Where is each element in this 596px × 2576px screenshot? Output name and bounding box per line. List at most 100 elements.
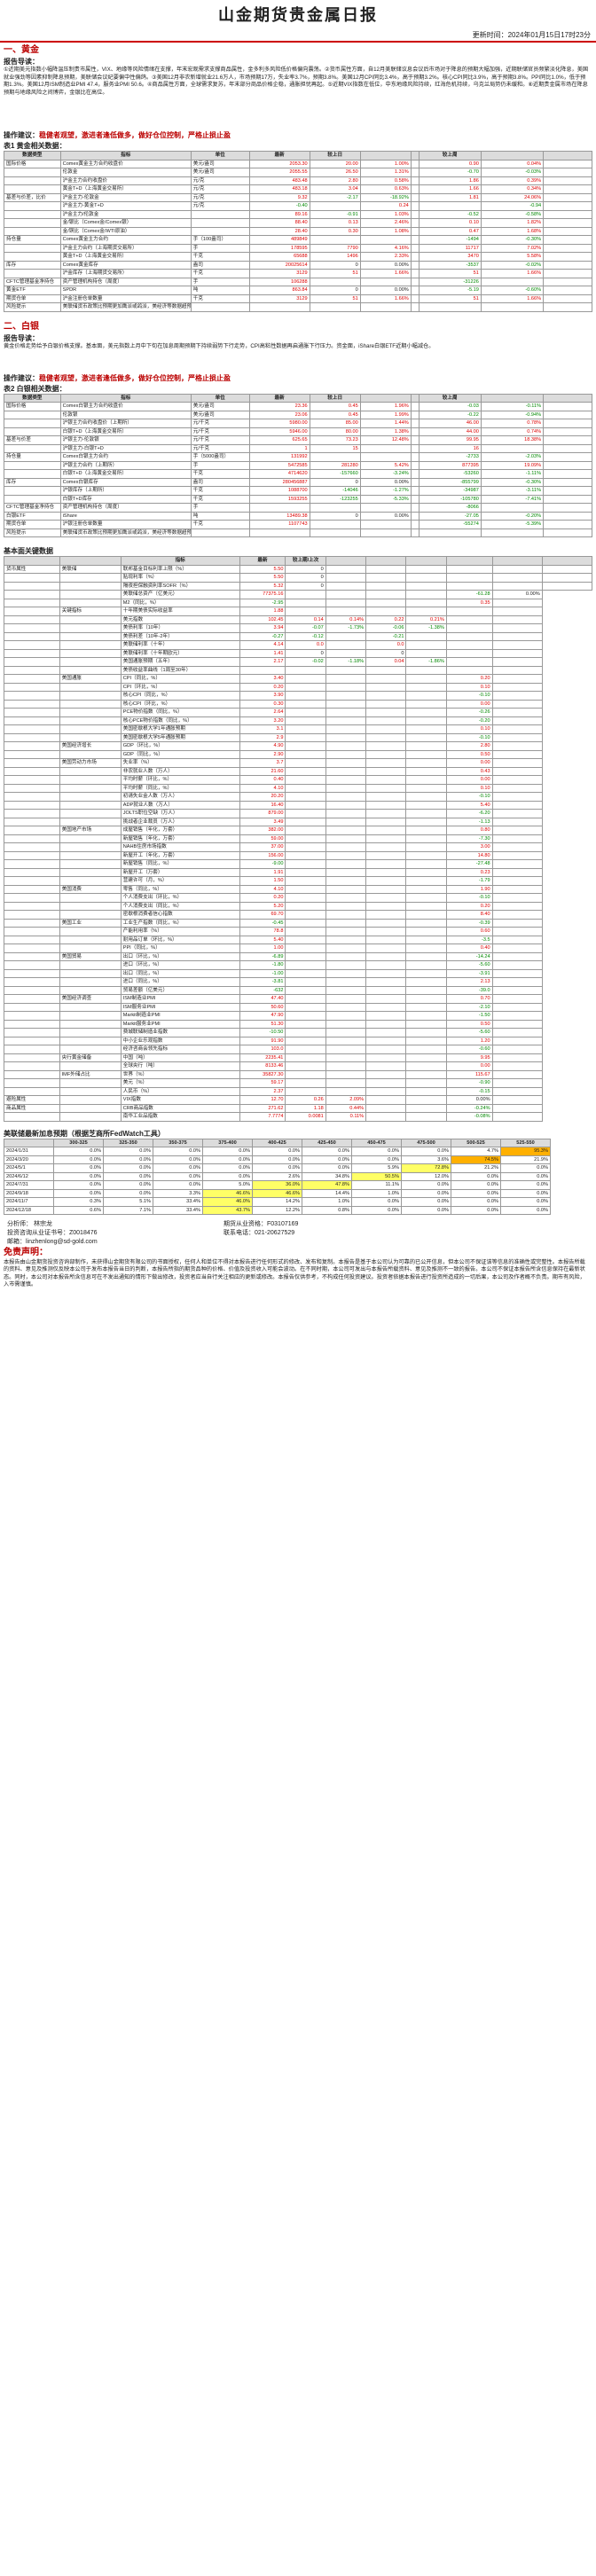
- silver-table: 数据类型 指标 单位 最新 较上日 较上周 国际价格 Comex白银主力合约收盘价 美元/盎司…: [4, 393, 592, 538]
- analyst-info: 分析师： 林宗龙 期货从业资格：F03107169 投资咨询从业证书号：Z001…: [7, 1221, 299, 1245]
- basic-cell: [365, 749, 407, 759]
- fed-cell: 4.7%: [451, 1147, 501, 1156]
- basic-cell: [491, 1002, 543, 1012]
- basic-cell: 59.00: [239, 834, 286, 843]
- basic-row: 美国通胀预期（五年） 2.17 -0.02 -1.18% 0.04 -1.86%: [4, 657, 592, 667]
- gold-cell: [4, 252, 61, 262]
- basic-cell: 0.26: [285, 1095, 326, 1105]
- silver-cell: [410, 469, 420, 479]
- gold-cell: Comex黄金主力合约收盘价: [59, 159, 192, 168]
- fed-cell: 0.0%: [302, 1147, 352, 1156]
- gold-cell: 5.58%: [480, 252, 545, 262]
- basic-cell: [491, 943, 543, 953]
- basic-cell: [325, 850, 367, 860]
- basic-cell: 5.50: [239, 573, 286, 583]
- basic-cell: [405, 1019, 447, 1029]
- gold-cell: 483.48: [248, 176, 310, 185]
- basic-cell: [365, 766, 407, 776]
- gold-cell: [543, 252, 592, 262]
- report-title: 山金期货贵金属日报: [218, 6, 378, 24]
- basic-cell: PCE物价指数（同比，%）: [120, 708, 240, 717]
- gold-cell: 863.84: [248, 286, 310, 295]
- basic-cell: [59, 935, 122, 944]
- basic-cell: -0.10: [445, 732, 493, 742]
- gold-cell: 26.50: [309, 168, 361, 177]
- silver-cell: 沪银主力合约（上期所）: [59, 460, 192, 470]
- basic-cell: 1.18: [285, 1103, 326, 1113]
- gold-cell: 51: [418, 269, 482, 278]
- basic-cell: [4, 792, 60, 802]
- basic-cell: -0.24%: [445, 1103, 493, 1113]
- silver-cell: [410, 477, 420, 487]
- basic-cell: [365, 564, 407, 574]
- basic-cell: [325, 581, 367, 591]
- fed-cell: 46.0%: [202, 1197, 253, 1207]
- basic-cell: VIX指数: [120, 1095, 240, 1105]
- fed-cell: 0.0%: [202, 1163, 253, 1173]
- gold-cell: 千克: [190, 252, 250, 262]
- basic-cell: 3.94: [239, 623, 286, 633]
- basic-cell: [405, 1053, 447, 1062]
- basic-cell: [405, 674, 447, 684]
- silver-cell: [543, 460, 592, 470]
- basic-row: 费城联储制造业指数 -10.50 -5.60: [4, 1028, 592, 1037]
- basic-cell: [491, 699, 543, 709]
- silver-cell: -105780: [418, 494, 482, 504]
- silver-cell: 沪银主力合约收盘价（上期所）: [59, 419, 192, 428]
- basic-cell: [285, 1061, 326, 1071]
- gold-cell: 盎司: [190, 260, 250, 270]
- report-page: 山金期货贵金属日报 更新时间：2024年01月15日17时23分 一、黄金 报告…: [0, 6, 596, 1288]
- fed-cell: 2.6%: [252, 1171, 302, 1181]
- basic-cell: 0.21%: [405, 615, 447, 624]
- basic-cell: [405, 640, 447, 650]
- basic-cell: -6.20: [445, 809, 493, 818]
- basic-cell: [59, 581, 122, 591]
- basic-cell: [405, 1028, 447, 1037]
- gold-cell: 黄金ETF: [4, 286, 61, 295]
- silver-cell: 16: [418, 443, 482, 453]
- basic-cell: [405, 826, 447, 835]
- basic-cell: 20.20: [239, 792, 286, 802]
- basic-cell: [4, 682, 60, 692]
- basic-cell: 0: [285, 573, 326, 583]
- gold-cell: 手: [190, 277, 250, 286]
- basic-cell: 中小企业乐观指数: [120, 1036, 240, 1045]
- silver-cell: 877395: [418, 460, 482, 470]
- basic-row: 避险属性 VIX指数 12.70 0.26 2.09% 0.00%: [4, 1095, 592, 1105]
- basic-cell: [285, 809, 326, 818]
- basic-cell: [405, 1112, 447, 1122]
- gold-cell: 51: [309, 294, 361, 303]
- gold-cell: [410, 286, 420, 295]
- basic-cell: [59, 927, 122, 936]
- basic-cell: [4, 716, 60, 725]
- basic-cell: 费城联储制造业指数: [120, 1028, 240, 1037]
- basic-table-title: 基本面关键数据: [4, 547, 53, 555]
- basic-cell: [491, 951, 543, 961]
- basic-header-4: 较上期/上次: [285, 556, 326, 566]
- fed-row: 2024/3/20 0.0% 0.0% 0.0% 0.0% 0.0% 0.0% 0.0% 3.6…: [4, 1155, 593, 1164]
- fed-cell: 0.0%: [103, 1171, 153, 1181]
- basic-cell: [405, 775, 447, 785]
- basic-row: 美债收益率曲线（1周至30年）: [4, 665, 592, 675]
- gold-cell: 资产管理机构持仓（周度）: [59, 277, 192, 286]
- basic-cell: [285, 850, 326, 860]
- basic-row: 挑战者企业裁员（万人） 3.49 -1.13: [4, 817, 592, 826]
- basic-cell: 35827.30: [239, 1069, 286, 1079]
- basic-cell: [491, 783, 543, 793]
- basic-cell: 0.10: [445, 783, 493, 793]
- basic-cell: [491, 648, 543, 658]
- basic-cell: -0.08%: [445, 1112, 493, 1122]
- basic-row: 出口（同比，%） -1.00 -3.91: [4, 968, 592, 978]
- basic-cell: [4, 884, 60, 894]
- basic-cell: [491, 1036, 543, 1045]
- basic-row: 央行黄金储备 中国（吨） 2235.41 9.95: [4, 1053, 592, 1062]
- basic-cell: -0.27: [239, 631, 286, 641]
- silver-row: 风险提示美联储货币政策比预期更加鹰派或鸽派，美经济等数据超预期波动风险，地缘冲突…: [4, 528, 592, 537]
- fed-header-range: 325-350: [103, 1138, 153, 1147]
- basic-cell: 0: [365, 648, 407, 658]
- fed-cell: 14.2%: [252, 1197, 302, 1207]
- fed-cell: 0.0%: [351, 1147, 402, 1156]
- basic-cell: [285, 826, 326, 835]
- gold-cell: 489849: [248, 235, 310, 245]
- basic-cell: [325, 732, 367, 742]
